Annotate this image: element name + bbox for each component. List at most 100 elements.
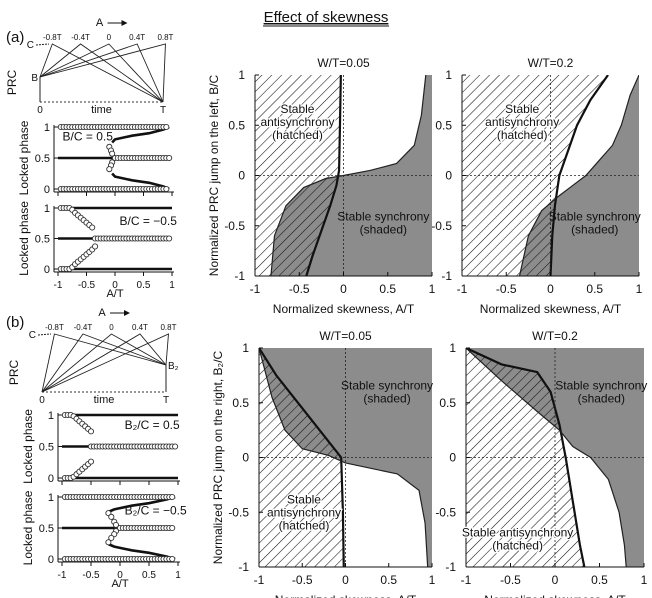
x-tick-label: 0.5: [137, 280, 151, 291]
x-tick-label: 0: [117, 570, 123, 581]
y-axis-label: Locked phase: [21, 490, 35, 565]
y-tick-label: 0.5: [39, 523, 54, 535]
x-tick-label: 0.5: [586, 282, 603, 296]
y-tick-label: -0.5: [224, 219, 245, 233]
x-tick-label: 1: [636, 282, 643, 296]
antisynchrony-boundary: [305, 75, 342, 276]
y-tick-label: 1: [48, 492, 54, 504]
stability-map-a-left: -1 -1 -0.5 -0.5 0 0 0.5 0.5 1 1 W/T=0.05 Normalized…: [207, 56, 436, 316]
peak-label: 0.8T: [157, 33, 173, 42]
peak-label: -0.4T: [71, 33, 90, 42]
antisynchrony-boundary: [549, 75, 609, 276]
x-tick-label: -1: [457, 282, 468, 296]
y-tick-label: -1: [441, 269, 452, 283]
prc-curve: [41, 333, 167, 393]
hatched-region-label: Stable: [505, 102, 539, 116]
x-tick-label: -0.5: [496, 282, 517, 296]
prc-curve: [39, 43, 164, 103]
prc-curve: [39, 43, 164, 103]
skewness-label: A: [96, 17, 104, 29]
unstable-point: [172, 443, 179, 450]
x-tick-label: -1: [461, 573, 472, 587]
prc-curve: [41, 333, 167, 393]
y-tick-label: -0.5: [228, 505, 249, 519]
panel-label: (b): [6, 314, 24, 331]
synchrony-boundary: [518, 75, 639, 276]
y-tick-label: 0.5: [232, 396, 249, 410]
arrow-head-icon: [124, 310, 130, 316]
jump-label: B₂: [168, 361, 179, 372]
c-label: C: [29, 330, 36, 341]
prc-curve: [41, 333, 167, 393]
plot-area: [466, 348, 644, 567]
unstable-point: [92, 243, 99, 250]
x-tick-label: 0.5: [379, 282, 396, 296]
peak-label: 0: [107, 33, 112, 42]
hatched-region-label: (hatched): [497, 128, 548, 142]
x-tick-label: -1: [54, 280, 63, 291]
x-tick-label: 1: [641, 573, 648, 587]
y-tick-label: 0.5: [35, 234, 50, 246]
unstable-point: [108, 534, 115, 541]
unstable-point: [108, 513, 115, 520]
x-tick-label: -0.5: [500, 573, 521, 587]
stability-map-b-right: -1 -1 -0.5 -0.5 0 0 0.5 0.5 1 1 W/T=0.2 Normalized …: [435, 329, 647, 598]
hatched-region-label: (hatched): [492, 538, 543, 552]
peak-label: 0.4T: [132, 323, 148, 332]
hatched-region-label: (hatched): [279, 518, 330, 532]
x-tick-label: 0: [112, 280, 118, 291]
prc-curve: [41, 333, 167, 393]
unstable-point: [166, 154, 173, 162]
c-label: C: [27, 40, 34, 51]
x-axis-label: Normalized skewness, A/T: [480, 302, 622, 316]
shaded-region-label: (shaded): [571, 223, 618, 237]
skewness-label: A: [98, 307, 106, 319]
x-tick-label: 0: [342, 573, 349, 587]
locked-phase-a-bottom: 0 0.5 1 -1 -0.5 0 0.5 1 A/T Locked phase B/C = −0.…: [17, 201, 177, 300]
y-tick-label: 0.5: [228, 118, 245, 132]
x-tick-label: 0.5: [142, 570, 156, 581]
shaded-region-label: (shaded): [578, 392, 625, 406]
x-axis-label: Normalized skewness, A/T: [484, 593, 626, 598]
x-axis-label: Normalized skewness, A/T: [273, 302, 415, 316]
x-tick-label: T: [163, 395, 169, 406]
y-axis-label: Locked phase: [17, 201, 31, 276]
hatched-region-label: antisynchrony: [485, 115, 559, 129]
x-tick-label: -0.5: [82, 570, 100, 581]
x-tick-label: 0: [39, 395, 45, 406]
unstable-point: [163, 185, 170, 193]
subplot-title: W/T=0.2: [528, 56, 574, 70]
y-tick-label: 0: [44, 264, 50, 276]
x-tick-label: 0: [547, 282, 554, 296]
y-tick-label: 0: [242, 451, 249, 465]
c-dash: [37, 333, 52, 336]
y-axis-label: Normalized PRC jump on the left, B/C: [207, 74, 221, 276]
x-tick-label: 1: [429, 573, 436, 587]
hatched-region-label: antisynchrony: [267, 505, 341, 519]
plot-area: [462, 75, 639, 276]
panel-label: (a): [6, 29, 24, 46]
hatched-region-label: (hatched): [272, 128, 323, 142]
y-tick-label: 0: [445, 169, 452, 183]
c-dash: [35, 43, 50, 46]
y-tick-label: 1: [242, 341, 249, 355]
x-tick-label: T: [160, 105, 166, 116]
unstable-point: [163, 123, 170, 131]
unstable-point: [105, 539, 112, 546]
stability-map-a-right: -1 -1 -0.5 -0.5 0 0 0.5 0.5 1 1 W/T=0.2 Normalized …: [431, 56, 642, 316]
y-axis-label: Locked phase: [17, 120, 31, 195]
shaded-region-stable-synchrony: [466, 348, 644, 567]
figure-title: Effect of skewness: [264, 9, 389, 26]
x-axis-label: A/T: [106, 288, 123, 300]
y-axis-label: PRC: [7, 360, 21, 386]
y-tick-label: -0.5: [435, 505, 456, 519]
subplot-title: W/T=0.2: [532, 329, 578, 343]
x-tick-label: -0.5: [78, 280, 96, 291]
plot-area: [255, 75, 432, 276]
shaded-region-label: Stable synchrony: [549, 210, 641, 224]
prc-curve: [41, 333, 169, 393]
y-tick-label: -0.5: [431, 219, 452, 233]
subplot-title: W/T=0.05: [317, 56, 370, 70]
y-tick-label: 0.5: [439, 396, 456, 410]
